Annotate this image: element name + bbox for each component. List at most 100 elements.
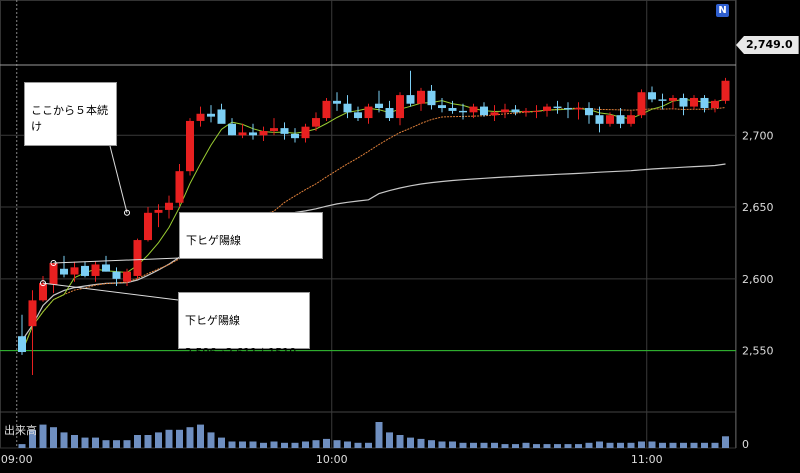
volume-bar bbox=[680, 442, 687, 448]
volume-bar bbox=[186, 427, 194, 448]
volume-bar bbox=[564, 444, 572, 448]
candle-down bbox=[375, 103, 383, 109]
volume-bar bbox=[29, 429, 36, 448]
candle-down bbox=[81, 265, 89, 276]
volume-axis-label: 0 bbox=[742, 438, 749, 451]
volume-bar bbox=[711, 442, 719, 448]
annotation-line: て下ヒゲ陽線 bbox=[31, 152, 97, 165]
candle-up bbox=[501, 109, 509, 113]
candle-up bbox=[721, 80, 730, 101]
candle-up bbox=[312, 118, 320, 127]
annotation-leaders bbox=[40, 145, 180, 301]
volume-bar bbox=[533, 444, 540, 448]
candle-up bbox=[154, 209, 163, 213]
candle-up bbox=[522, 110, 530, 113]
candle-up bbox=[270, 128, 278, 131]
volume-bar bbox=[302, 441, 309, 448]
candle-up bbox=[669, 97, 677, 101]
volume-bar bbox=[60, 432, 68, 448]
volume-bar bbox=[197, 424, 204, 448]
volume-bar bbox=[123, 440, 131, 448]
candle-down bbox=[448, 108, 457, 111]
annotation-marker bbox=[40, 280, 46, 287]
candle-up bbox=[490, 112, 499, 116]
volume-bar bbox=[690, 442, 698, 448]
volume-bar bbox=[543, 444, 551, 448]
volume-bar bbox=[396, 435, 404, 448]
annotation-candle-2596: 下ヒゲ陽線 2,596→2,611＋1510 bbox=[178, 292, 310, 359]
candle-up bbox=[133, 240, 142, 276]
volume-bars bbox=[18, 422, 729, 448]
candle-up bbox=[259, 130, 268, 136]
volume-bar bbox=[617, 442, 624, 448]
candle-up bbox=[396, 95, 404, 119]
volume-bar bbox=[407, 437, 414, 448]
candle-down bbox=[480, 106, 488, 116]
y-tick-label: 2,700 bbox=[742, 129, 774, 142]
annotation-line: 下ヒゲ陽線 bbox=[186, 234, 241, 247]
candle-down bbox=[102, 264, 110, 272]
candle-up bbox=[322, 100, 331, 119]
volume-bar bbox=[50, 427, 57, 448]
news-badge[interactable]: N bbox=[716, 4, 729, 17]
volume-bar bbox=[176, 429, 183, 448]
volume-bar bbox=[291, 442, 299, 448]
volume-bar bbox=[239, 441, 246, 448]
candle-down bbox=[228, 123, 236, 136]
volume-bar bbox=[270, 441, 278, 448]
candle-down bbox=[595, 115, 604, 124]
volume-bar bbox=[638, 441, 645, 448]
annotation-line: 下ヒゲ陽線 bbox=[185, 314, 240, 327]
candle-up bbox=[49, 263, 58, 285]
volume-bar bbox=[459, 442, 467, 448]
volume-bar bbox=[165, 429, 173, 448]
candle-down bbox=[217, 109, 226, 124]
volume-bar bbox=[648, 441, 656, 448]
volume-label: 出来高 bbox=[4, 424, 37, 437]
volume-bar bbox=[501, 444, 509, 448]
candle-down bbox=[616, 115, 625, 124]
candle-up bbox=[301, 126, 310, 139]
plot-frame bbox=[0, 0, 736, 449]
moving-average-long bbox=[21, 107, 726, 353]
candle-up bbox=[532, 110, 541, 112]
annotation-marker bbox=[124, 209, 130, 216]
volume-bar bbox=[92, 437, 99, 448]
candle-down bbox=[112, 271, 121, 279]
candle-up bbox=[144, 212, 152, 241]
candle-down bbox=[249, 132, 257, 136]
volume-bar bbox=[354, 442, 362, 448]
volume-bar bbox=[596, 441, 603, 448]
candle-down bbox=[406, 95, 415, 104]
y-tick-label: 2,600 bbox=[742, 273, 774, 286]
volume-bar bbox=[81, 437, 89, 448]
volume-bar bbox=[344, 441, 351, 448]
annotation-marker bbox=[50, 260, 57, 267]
volume-bar bbox=[39, 424, 47, 448]
volume-bar bbox=[701, 442, 708, 448]
candle-up bbox=[627, 115, 635, 124]
volume-bar bbox=[113, 440, 120, 448]
annotation-leader bbox=[42, 282, 179, 301]
volume-bar bbox=[323, 438, 330, 448]
indicator-lines bbox=[21, 98, 726, 353]
volume-bar bbox=[18, 444, 26, 448]
candle-up bbox=[469, 106, 478, 113]
candle-down bbox=[18, 336, 26, 353]
annotation-line: 2,596→2,611＋1510 bbox=[185, 346, 297, 359]
candle-up bbox=[364, 106, 373, 119]
moving-average-short bbox=[21, 98, 726, 353]
volume-bar bbox=[491, 442, 498, 448]
grid-lines bbox=[0, 0, 737, 449]
volume-bar bbox=[71, 435, 78, 448]
candle-down bbox=[385, 108, 394, 119]
candle-down bbox=[585, 108, 593, 116]
candle-down bbox=[658, 99, 667, 101]
candle-up bbox=[123, 271, 131, 282]
volume-bar bbox=[218, 437, 225, 448]
axis-labels: 2,5502,6002,6502,70009:0010:0011:0012:30… bbox=[1, 129, 774, 466]
candle-down bbox=[648, 92, 656, 100]
volume-bar bbox=[627, 442, 635, 448]
volume-bar bbox=[480, 442, 488, 448]
